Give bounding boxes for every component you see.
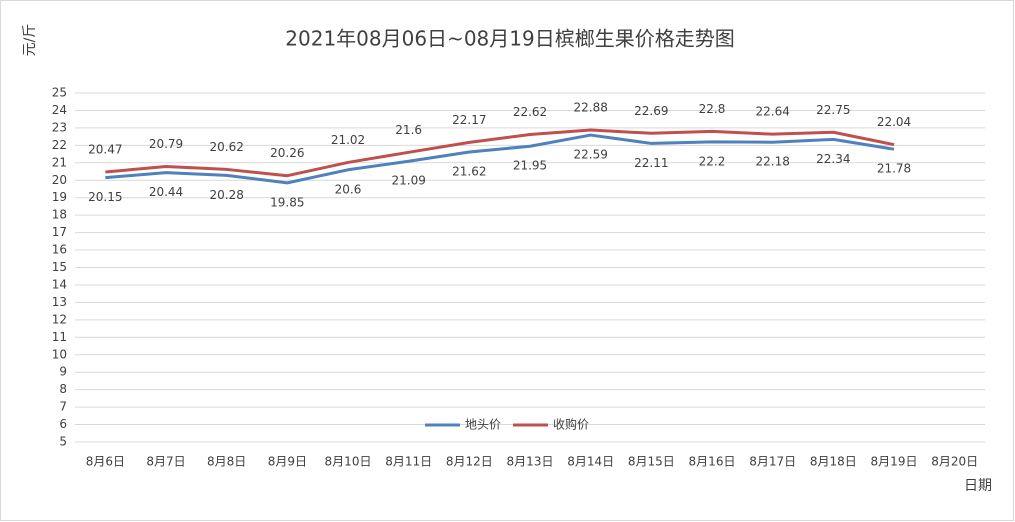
x-tick-label: 8月15日 bbox=[628, 455, 675, 469]
series-line bbox=[105, 133, 895, 185]
chart-title: 2021年08月06日~08月19日槟榔生果价格走势图 bbox=[285, 27, 734, 51]
data-label: 22.8 bbox=[699, 102, 726, 116]
y-tick-label: 10 bbox=[52, 347, 67, 361]
x-tick-label: 8月7日 bbox=[146, 455, 185, 469]
x-tick-label: 8月6日 bbox=[86, 455, 125, 469]
data-label: 22.62 bbox=[513, 105, 547, 119]
y-tick-label: 12 bbox=[52, 312, 67, 326]
y-tick-label: 17 bbox=[52, 225, 67, 239]
x-tick-label: 8月19日 bbox=[871, 455, 918, 469]
y-tick-label: 9 bbox=[59, 365, 67, 379]
y-tick-label: 5 bbox=[59, 435, 67, 449]
x-tick-label: 8月18日 bbox=[810, 455, 857, 469]
data-label: 20.79 bbox=[149, 137, 183, 151]
y-tick-label: 15 bbox=[52, 260, 67, 274]
y-tick-label: 7 bbox=[59, 400, 67, 414]
x-tick-label: 8月8日 bbox=[207, 455, 246, 469]
x-tick-label: 8月11日 bbox=[385, 455, 432, 469]
y-tick-label: 6 bbox=[59, 417, 67, 431]
x-tick-label: 8月13日 bbox=[507, 455, 554, 469]
y-tick-label: 22 bbox=[52, 138, 67, 152]
x-axis-label: 日期 bbox=[964, 478, 992, 494]
data-label: 20.15 bbox=[88, 190, 122, 204]
y-tick-label: 24 bbox=[52, 103, 67, 117]
y-tick-label: 16 bbox=[52, 243, 67, 257]
y-tick-label: 23 bbox=[52, 120, 67, 134]
data-label: 19.85 bbox=[270, 195, 304, 209]
data-label: 22.18 bbox=[755, 155, 789, 169]
data-label: 21.09 bbox=[391, 174, 425, 188]
data-label: 21.78 bbox=[877, 162, 911, 176]
data-label: 22.17 bbox=[452, 113, 486, 127]
data-label: 22.64 bbox=[755, 105, 789, 119]
data-label: 21.62 bbox=[452, 164, 486, 178]
y-tick-label: 19 bbox=[52, 190, 67, 204]
legend-label: 地头价 bbox=[465, 418, 501, 432]
x-tick-label: 8月17日 bbox=[749, 455, 796, 469]
data-label: 20.26 bbox=[270, 146, 304, 160]
data-label: 21.02 bbox=[331, 133, 365, 147]
data-label: 22.2 bbox=[699, 154, 726, 168]
data-label: 21.6 bbox=[395, 123, 422, 137]
data-label: 20.62 bbox=[209, 140, 243, 154]
x-tick-label: 8月14日 bbox=[567, 455, 614, 469]
x-tick-label: 8月12日 bbox=[446, 455, 493, 469]
data-label: 20.47 bbox=[88, 143, 122, 157]
y-tick-label: 11 bbox=[52, 330, 67, 344]
legend-label: 收购价 bbox=[553, 417, 589, 432]
y-tick-label: 18 bbox=[52, 208, 67, 222]
data-label: 20.28 bbox=[209, 188, 243, 202]
data-label: 20.6 bbox=[335, 182, 362, 196]
data-label: 22.11 bbox=[634, 156, 668, 170]
y-tick-label: 20 bbox=[52, 173, 67, 187]
x-tick-label: 8月10日 bbox=[325, 455, 372, 469]
y-tick-label: 21 bbox=[52, 155, 67, 169]
data-label: 22.34 bbox=[816, 152, 850, 166]
x-tick-label: 8月9日 bbox=[268, 455, 307, 469]
data-label: 22.69 bbox=[634, 104, 668, 118]
data-label: 22.59 bbox=[573, 148, 607, 162]
data-label: 22.88 bbox=[573, 100, 607, 114]
x-tick-label: 8月16日 bbox=[689, 455, 736, 469]
y-tick-label: 14 bbox=[52, 277, 67, 291]
series-line bbox=[105, 128, 895, 178]
y-axis-label: 元/斤 bbox=[22, 24, 38, 57]
y-tick-label: 25 bbox=[52, 86, 67, 100]
data-label: 21.95 bbox=[513, 159, 547, 173]
y-tick-label: 8 bbox=[59, 382, 67, 396]
data-label: 20.44 bbox=[149, 185, 183, 199]
data-label: 22.75 bbox=[816, 103, 850, 117]
data-label: 22.04 bbox=[877, 115, 911, 129]
x-tick-label: 8月20日 bbox=[931, 455, 978, 469]
y-tick-label: 13 bbox=[52, 295, 67, 309]
